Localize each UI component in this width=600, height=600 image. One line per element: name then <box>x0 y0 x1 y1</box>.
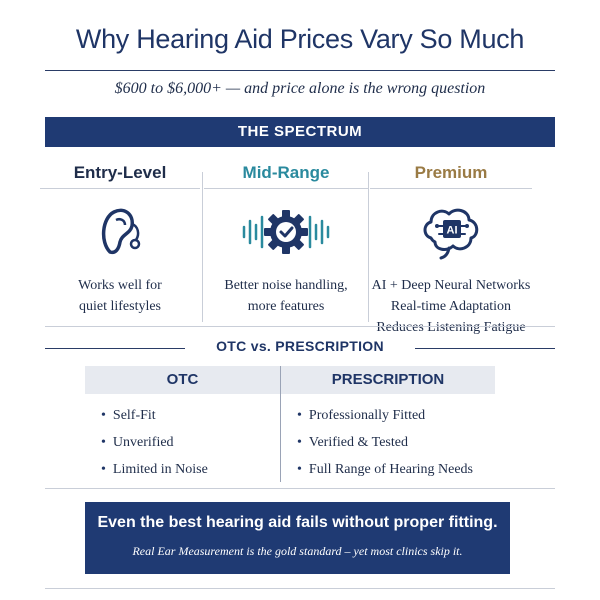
page-title: Why Hearing Aid Prices Vary So Much <box>75 24 525 54</box>
list-item: Verified & Tested <box>297 429 473 456</box>
title-divider <box>45 70 555 71</box>
tier-entry-level: Entry-Level Works well for quiet lifesty… <box>40 160 200 317</box>
otc-header: OTC <box>85 366 280 394</box>
tier-desc: Better noise handling, more features <box>204 275 368 317</box>
prescription-list: Professionally Fitted Verified & Tested … <box>297 402 473 483</box>
tier-desc-line: Real-time Adaptation <box>390 299 512 314</box>
comparison-bottom-divider <box>45 488 555 489</box>
tier-desc: AI + Deep Neural Networks Real-time Adap… <box>370 275 532 338</box>
comparison-heading-row: OTC vs. PRESCRIPTION <box>0 338 600 358</box>
gear-soundwave-icon <box>204 195 368 269</box>
tier-desc-line: more features <box>247 299 325 314</box>
page-subtitle: $600 to $6,000+ — and price alone is the… <box>114 80 486 97</box>
list-item: Limited in Noise <box>101 456 208 483</box>
fitting-callout: Even the best hearing aid fails without … <box>85 502 510 574</box>
tier-separator <box>368 172 369 322</box>
comparison-table: OTC PRESCRIPTION Self-Fit Unverified Lim… <box>85 366 495 486</box>
tier-name: Mid-Range <box>242 163 330 182</box>
tier-desc: Works well for quiet lifestyles <box>40 275 200 317</box>
tier-name: Entry-Level <box>73 163 167 182</box>
tier-desc-line: Better noise handling, <box>224 278 348 293</box>
callout-main: Even the best hearing aid fails without … <box>97 514 498 531</box>
footer-divider <box>45 588 555 589</box>
ai-brain-icon: AI <box>370 195 532 269</box>
tier-name: Premium <box>414 163 488 182</box>
list-item: Self-Fit <box>101 402 208 429</box>
tier-desc-line: AI + Deep Neural Networks <box>371 278 531 293</box>
heading-line-left <box>45 348 185 349</box>
tier-premium: Premium AI AI + Deep Neural Networks Rea… <box>370 160 532 338</box>
spectrum-heading: THE SPECTRUM <box>45 117 555 147</box>
callout-sub: Real Ear Measurement is the gold standar… <box>132 544 463 558</box>
tier-divider <box>204 188 368 189</box>
hearing-aid-icon <box>40 195 200 269</box>
tier-divider <box>40 188 200 189</box>
list-item: Unverified <box>101 429 208 456</box>
tier-mid-range: Mid-Range <box>204 160 368 317</box>
tier-desc-line: quiet lifestyles <box>78 299 162 314</box>
tier-desc-line: Reduces Listening Fatigue <box>376 320 526 335</box>
prescription-header: PRESCRIPTION <box>281 366 495 394</box>
list-item: Professionally Fitted <box>297 402 473 429</box>
tier-separator <box>202 172 203 322</box>
comparison-heading: OTC vs. PRESCRIPTION <box>216 338 384 354</box>
tier-divider <box>370 188 532 189</box>
ai-chip-label: AI <box>447 225 458 237</box>
otc-list: Self-Fit Unverified Limited in Noise <box>101 402 208 483</box>
heading-line-right <box>415 348 555 349</box>
spectrum-bottom-divider <box>45 326 555 327</box>
list-item: Full Range of Hearing Needs <box>297 456 473 483</box>
comparison-divider <box>280 366 281 482</box>
tier-desc-line: Works well for <box>78 278 162 293</box>
